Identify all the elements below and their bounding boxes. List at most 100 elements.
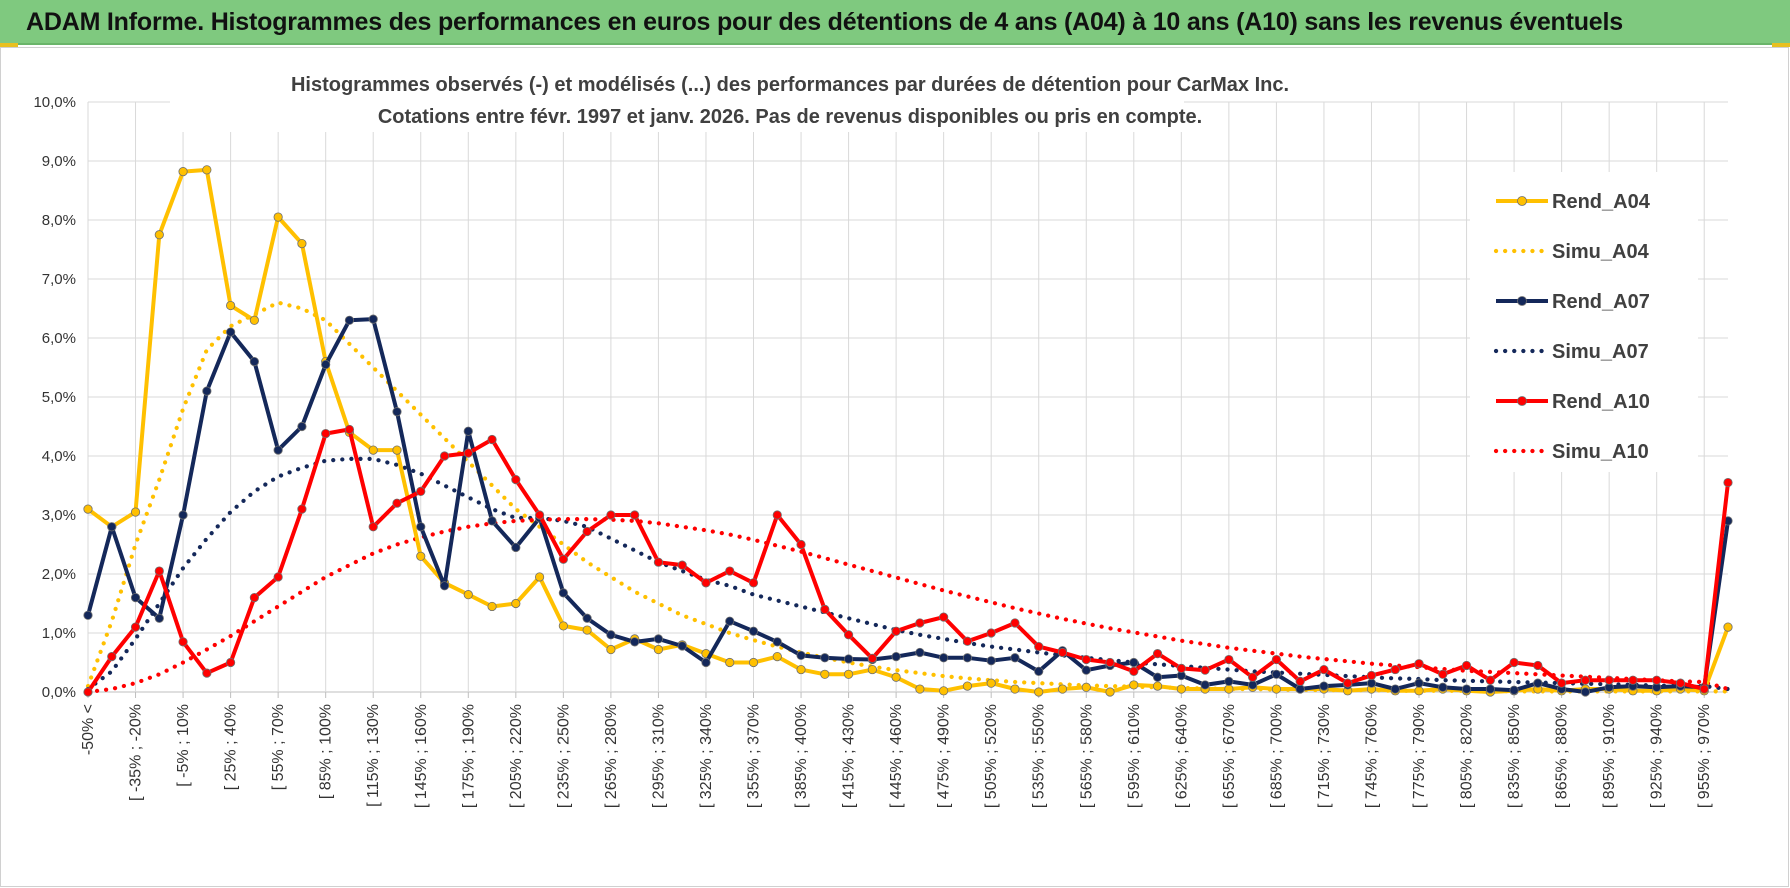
data-point: [891, 672, 901, 682]
data-point: [1557, 678, 1567, 688]
x-tick-label: [ 235% ; 250%: [555, 704, 572, 808]
legend-label: Simu_A10: [1552, 441, 1649, 463]
legend-item-rend-a04: Rend_A04: [1496, 191, 1651, 213]
data-point: [796, 539, 806, 550]
data-point: [867, 653, 877, 663]
x-tick-label: [ 505% ; 520%: [983, 704, 1000, 808]
y-tick-label: 4,0%: [42, 448, 76, 465]
x-axis: -50% < [ -35% ; -20% [ -5% ; 10% [ 25% ; 40…: [80, 692, 1713, 808]
line-simu-a04: [85, 300, 1731, 694]
data-point: [1057, 684, 1068, 694]
y-tick-label: 7,0%: [42, 271, 76, 288]
data-point: [202, 386, 212, 396]
data-point: [1271, 669, 1282, 679]
x-tick-label: [ 835% ; 850%: [1506, 704, 1523, 808]
data-point: [1010, 684, 1020, 694]
data-point: [867, 664, 877, 675]
data-point: [1509, 657, 1519, 668]
banner-corner-right: [1772, 43, 1790, 47]
data-point: [130, 507, 141, 517]
data-point: [107, 651, 117, 662]
grid-lines: [87, 101, 1728, 693]
data-point: [772, 651, 782, 662]
data-point: [1461, 684, 1472, 694]
data-point: [1723, 477, 1733, 488]
x-tick-label: [ 805% ; 820%: [1459, 704, 1476, 808]
data-point: [297, 421, 307, 432]
data-point: [1248, 680, 1258, 690]
legend-label: Simu_A04: [1552, 241, 1650, 263]
data-point: [1295, 676, 1305, 686]
data-point: [487, 516, 497, 526]
data-point: [1485, 684, 1495, 694]
x-tick-label: [ 355% ; 370%: [746, 704, 763, 808]
chart-frame: [0, 47, 1789, 887]
x-tick-label: [ 205% ; 220%: [508, 704, 525, 808]
data-point: [1176, 684, 1186, 694]
data-point: [1129, 680, 1139, 690]
legend-marker: [1517, 296, 1527, 306]
data-point: [772, 637, 782, 647]
data-point: [83, 687, 93, 697]
x-tick-label: [ 895% ; 910%: [1601, 704, 1618, 808]
x-tick-label: -50% <: [80, 704, 97, 755]
data-point: [582, 613, 592, 623]
data-point: [915, 684, 925, 694]
x-tick-label: [ 385% ; 400%: [793, 704, 810, 808]
line-rend-a07: [86, 317, 1730, 694]
data-point: [83, 610, 93, 620]
data-point: [130, 592, 141, 603]
y-tick-label: 3,0%: [42, 507, 76, 524]
data-point: [962, 636, 973, 646]
data-point: [1010, 653, 1020, 663]
data-point: [653, 644, 664, 655]
data-point: [630, 510, 640, 520]
data-point: [677, 560, 687, 570]
x-tick-label: [ 415% ; 430%: [841, 704, 858, 808]
data-point: [915, 618, 925, 628]
data-point: [1485, 675, 1495, 685]
data-point: [1723, 622, 1733, 632]
data-point: [1081, 665, 1091, 675]
data-point: [606, 510, 616, 520]
legend-label: Simu_A07: [1552, 341, 1649, 363]
legend-label: Rend_A04: [1552, 191, 1651, 213]
data-point: [463, 426, 473, 436]
data-point: [701, 578, 711, 588]
chart-title-box: Histogrammes observés (-) et modélisés (…: [170, 66, 1289, 132]
data-point: [606, 644, 616, 655]
data-point: [1604, 675, 1614, 685]
data-point: [1224, 684, 1234, 694]
data-point: [344, 315, 355, 325]
data-point: [1414, 659, 1424, 669]
data-point: [725, 616, 735, 626]
data-point: [226, 657, 236, 668]
data-point: [1390, 664, 1400, 675]
data-point: [130, 622, 141, 632]
data-point: [558, 621, 568, 631]
y-tick-label: 0,0%: [42, 684, 76, 701]
data-point: [1057, 647, 1068, 658]
data-point: [748, 626, 759, 636]
chart-title-line2: Cotations entre févr. 1997 et janv. 2026…: [378, 106, 1202, 128]
data-point: [1200, 680, 1210, 690]
data-point: [1675, 678, 1686, 688]
legend-label: Rend_A07: [1552, 291, 1650, 313]
data-point: [226, 327, 236, 337]
data-point: [962, 681, 973, 691]
x-tick-label: [ 925% ; 940%: [1649, 704, 1666, 808]
y-tick-label: 9,0%: [42, 153, 76, 170]
data-point: [1414, 686, 1424, 696]
data-point: [297, 239, 307, 249]
x-tick-label: [ 745% ; 760%: [1363, 704, 1380, 808]
data-point: [202, 668, 212, 678]
data-point: [1152, 672, 1163, 682]
data-point: [1295, 684, 1305, 694]
y-tick-label: 5,0%: [42, 389, 76, 406]
data-point: [1461, 660, 1472, 671]
data-point: [392, 407, 402, 417]
data-point: [939, 686, 949, 696]
data-point: [178, 637, 188, 647]
x-tick-label: [ 145% ; 160%: [413, 704, 430, 808]
legend-item-simu-a10: Simu_A10: [1493, 441, 1649, 463]
